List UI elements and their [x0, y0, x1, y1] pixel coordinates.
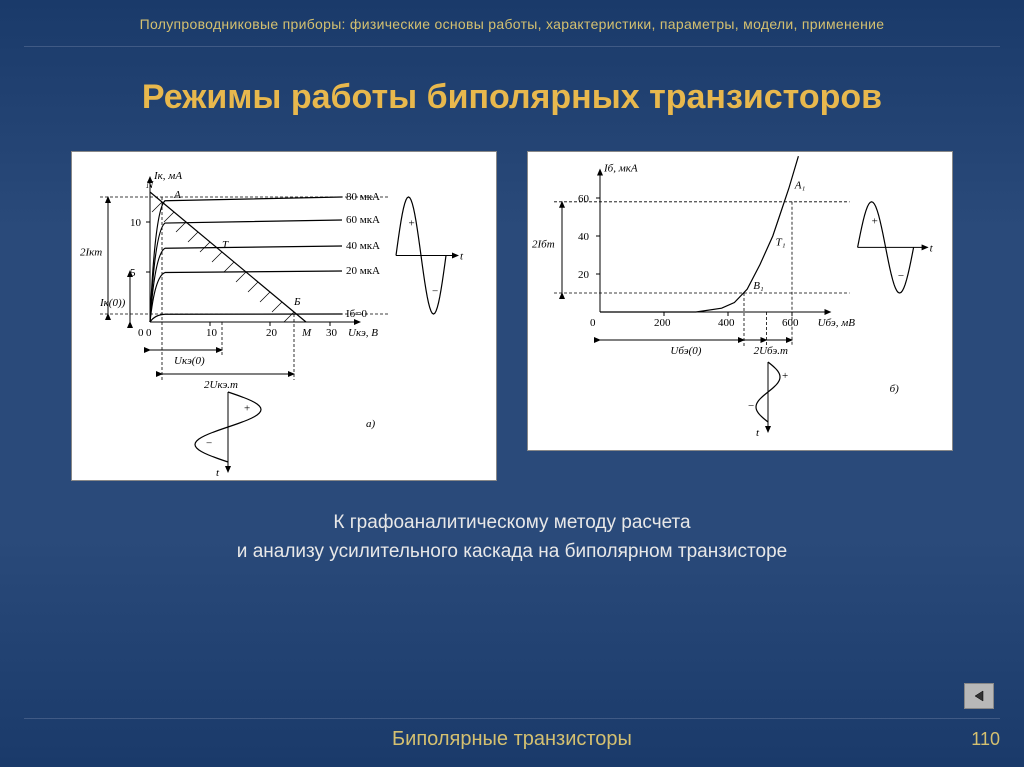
caption-line2: и анализу усилительного каскада на бипол…: [237, 541, 787, 562]
svg-text:200: 200: [654, 317, 671, 329]
slide-title: Режимы работы биполярных транзисторов: [0, 78, 1024, 117]
svg-text:+: +: [782, 370, 788, 382]
svg-text:600: 600: [782, 317, 799, 329]
svg-text:5: 5: [130, 267, 136, 279]
svg-text:+: +: [244, 403, 250, 415]
svg-text:Б: Б: [293, 296, 301, 308]
svg-text:+: +: [409, 217, 415, 229]
input-characteristics-chart: Iб, мкА Uбэ, мВ 0 200 400 600 20 40 60 A₁ T₁ B₁ 2Iбm…: [527, 151, 953, 451]
svg-text:Uбэ(0): Uбэ(0): [670, 345, 701, 357]
svg-text:t: t: [216, 467, 220, 479]
svg-text:A: A: [173, 189, 181, 201]
svg-text:−: −: [748, 400, 754, 412]
svg-text:Iб, мкА: Iб, мкА: [603, 163, 638, 175]
svg-text:Uкэ, В: Uкэ, В: [348, 327, 378, 339]
svg-text:Uкэ(0): Uкэ(0): [174, 355, 205, 367]
svg-text:2Iбm: 2Iбm: [532, 238, 555, 250]
svg-text:t: t: [460, 251, 464, 263]
svg-text:20: 20: [578, 269, 590, 281]
svg-text:Uбэ, мВ: Uбэ, мВ: [818, 317, 856, 329]
svg-text:0: 0: [590, 317, 596, 329]
svg-text:20 мкА: 20 мкА: [346, 265, 380, 277]
svg-text:+: +: [872, 216, 878, 228]
svg-text:10: 10: [130, 217, 142, 229]
header-text: Полупроводниковые приборы: физические ос…: [0, 0, 1024, 32]
svg-text:60 мкА: 60 мкА: [346, 214, 380, 226]
svg-text:−: −: [432, 286, 438, 298]
svg-text:0: 0: [138, 327, 144, 339]
svg-text:400: 400: [718, 317, 735, 329]
page-number: 110: [971, 729, 1000, 750]
output-characteristics-chart: Iк, мАUкэ, В0102030510080 мкА60 мкА40 мк…: [71, 151, 497, 481]
caption: К графоаналитическому методу расчета и а…: [0, 509, 1024, 566]
svg-text:30: 30: [326, 327, 338, 339]
svg-text:t: t: [756, 427, 760, 439]
svg-text:T₁: T₁: [776, 237, 786, 249]
svg-text:20: 20: [266, 327, 278, 339]
svg-text:б): б): [890, 383, 900, 395]
svg-text:A₁: A₁: [794, 180, 806, 192]
triangle-left-icon: [972, 689, 986, 703]
svg-text:2Uбэ.m: 2Uбэ.m: [754, 345, 788, 357]
svg-text:t: t: [930, 242, 934, 254]
footer: Биполярные транзисторы 110: [0, 728, 1024, 751]
prev-slide-button[interactable]: [964, 683, 994, 709]
svg-text:M: M: [301, 327, 312, 339]
svg-text:−: −: [898, 270, 904, 282]
caption-line1: К графоаналитическому методу расчета: [333, 512, 690, 533]
svg-text:0: 0: [146, 327, 152, 339]
svg-text:B₁: B₁: [753, 280, 764, 292]
charts-row: Iк, мАUкэ, В0102030510080 мкА60 мкА40 мк…: [0, 151, 1024, 481]
svg-text:Iк(0)): Iк(0)): [99, 297, 126, 309]
svg-text:2Uкэ.m: 2Uкэ.m: [204, 379, 238, 391]
svg-text:60: 60: [578, 193, 590, 205]
svg-text:N: N: [145, 179, 154, 191]
svg-text:40: 40: [578, 231, 590, 243]
footer-title: Биполярные транзисторы: [392, 728, 632, 751]
svg-text:10: 10: [206, 327, 218, 339]
svg-text:Iк, мА: Iк, мА: [153, 170, 182, 182]
svg-text:2Iкm: 2Iкm: [80, 247, 102, 259]
svg-text:−: −: [206, 438, 212, 450]
svg-text:T: T: [222, 239, 229, 251]
svg-text:40 мкА: 40 мкА: [346, 240, 380, 252]
svg-text:а): а): [366, 418, 376, 430]
